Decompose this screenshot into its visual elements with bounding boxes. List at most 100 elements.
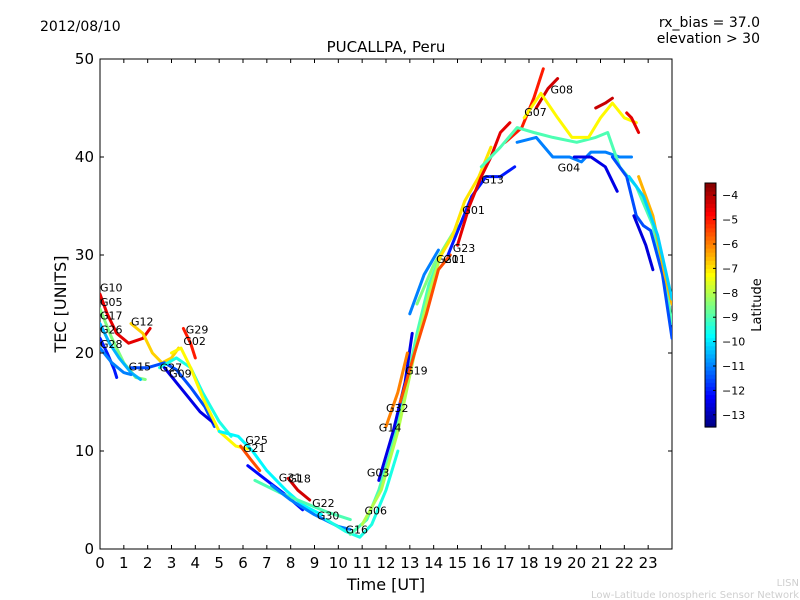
colorbar-segment xyxy=(705,374,716,379)
colorbar-segment xyxy=(705,317,716,322)
x-tick-label: 20 xyxy=(567,554,586,572)
colorbar-label: Latitude xyxy=(750,278,765,332)
colorbar-segment xyxy=(705,357,716,363)
footer-network: Low-Latitude Ionospheric Sensor Network xyxy=(591,590,799,600)
x-tick-label: 15 xyxy=(448,554,467,572)
sat-label: G30 xyxy=(317,510,340,523)
colorbar-segment xyxy=(705,414,716,420)
sat-label: G03 xyxy=(367,467,390,480)
colorbar-segment xyxy=(705,280,716,286)
series-line-g36 xyxy=(572,155,619,193)
colorbar-segment xyxy=(705,410,716,416)
colorbar-segment xyxy=(705,223,716,229)
colorbar-segment xyxy=(705,244,716,249)
series-line-g14 xyxy=(377,331,414,482)
colorbar-segment xyxy=(705,366,716,371)
x-tick-label: 22 xyxy=(615,554,634,572)
x-tick-label: 11 xyxy=(353,554,372,572)
colorbar-segment xyxy=(705,394,716,400)
series-line-g29 xyxy=(181,327,197,360)
y-axis-label: TEC [UNITS] xyxy=(51,256,70,354)
colorbar-segment xyxy=(705,398,716,404)
x-tick-label: 2 xyxy=(143,554,153,572)
colorbar-segment xyxy=(705,382,716,387)
colorbar-tick-label: −5 xyxy=(722,214,738,227)
chart-title: PUCALLPA, Peru xyxy=(327,38,446,56)
series-line-g17 xyxy=(100,322,142,381)
sat-label: G20 xyxy=(436,253,459,266)
colorbar-tick-label: −11 xyxy=(722,360,745,373)
colorbar-segment xyxy=(705,386,716,391)
sat-label: G01 xyxy=(462,204,485,217)
sat-label: G27 xyxy=(160,362,183,375)
colorbar-segment xyxy=(705,313,716,318)
colorbar-segment xyxy=(705,422,716,428)
series-line-g25 xyxy=(217,429,324,517)
colorbar-segment xyxy=(705,321,716,326)
colorbar-segment xyxy=(705,305,716,310)
colorbar-segment xyxy=(705,390,716,396)
sat-label: G25 xyxy=(245,434,268,447)
colorbar-segment xyxy=(705,333,716,339)
sat-label: G21 xyxy=(243,442,266,455)
sat-label: G14 xyxy=(379,421,402,434)
colorbar-tick-label: −10 xyxy=(722,336,745,349)
colorbar-segment xyxy=(705,378,716,383)
colorbar-segment xyxy=(705,260,716,265)
y-tick-label: 40 xyxy=(75,148,94,166)
colorbar-segment xyxy=(705,402,716,408)
sat-label: G02 xyxy=(183,335,206,348)
colorbar-segment xyxy=(705,264,716,269)
colorbar-segment xyxy=(705,276,716,282)
series-line-g22 xyxy=(253,478,352,522)
colorbar-segment xyxy=(705,248,716,253)
sat-label: G19 xyxy=(405,365,428,378)
sat-label: G31 xyxy=(279,471,302,484)
colorbar-segment xyxy=(705,207,716,213)
colorbar-segment xyxy=(705,296,716,302)
x-tick-label: 3 xyxy=(167,554,177,572)
series-line-g03 xyxy=(360,253,443,526)
x-ticks: 0 1 2 3 4 5 6 7 8 9 10 11 12 13 14 15 16 17 18 19 20 21 22 23 xyxy=(95,59,658,572)
colorbar-segment xyxy=(705,300,716,306)
colorbar-segment xyxy=(705,191,716,196)
series-line-g21 xyxy=(239,444,262,473)
series-line-g33 xyxy=(522,91,638,139)
sat-label: G22 xyxy=(312,497,335,510)
colorbar-segment xyxy=(705,187,716,192)
colorbar-segment xyxy=(705,195,716,200)
sat-label: G13 xyxy=(481,174,504,187)
colorbar-tick-label: −4 xyxy=(722,189,738,202)
colorbar-segment xyxy=(705,406,716,412)
colorbar-segment xyxy=(705,231,716,237)
y-tick-label: 10 xyxy=(75,442,94,460)
colorbar-segment xyxy=(705,370,716,375)
series-line-g37 xyxy=(610,155,672,340)
sat-label: G16 xyxy=(346,523,369,536)
y-ticks: 0 10 20 30 40 50 xyxy=(75,50,672,558)
colorbar-segment xyxy=(705,292,716,298)
series-line-g08 xyxy=(534,77,560,110)
sat-label: G04 xyxy=(558,162,581,175)
series-line-g34 xyxy=(594,96,614,110)
x-tick-label: 21 xyxy=(591,554,610,572)
x-tick-label: 0 xyxy=(95,554,105,572)
series-line-g32 xyxy=(384,351,409,428)
colorbar-segment xyxy=(705,252,716,257)
colorbar-segment xyxy=(705,239,716,245)
colorbar-frame xyxy=(704,182,717,428)
series-line-g28 xyxy=(100,346,133,377)
colorbar-segment xyxy=(705,211,716,217)
colorbar-segment xyxy=(705,227,716,233)
sat-label: G05 xyxy=(100,296,123,309)
x-tick-label: 16 xyxy=(472,554,491,572)
colorbar-segment xyxy=(705,284,716,290)
colorbar-tick-label: −13 xyxy=(722,409,745,422)
colorbar-segment xyxy=(705,337,716,343)
series-line-g09 xyxy=(162,366,216,426)
colorbar-segment xyxy=(705,361,716,367)
series-line-g35 xyxy=(625,111,641,134)
